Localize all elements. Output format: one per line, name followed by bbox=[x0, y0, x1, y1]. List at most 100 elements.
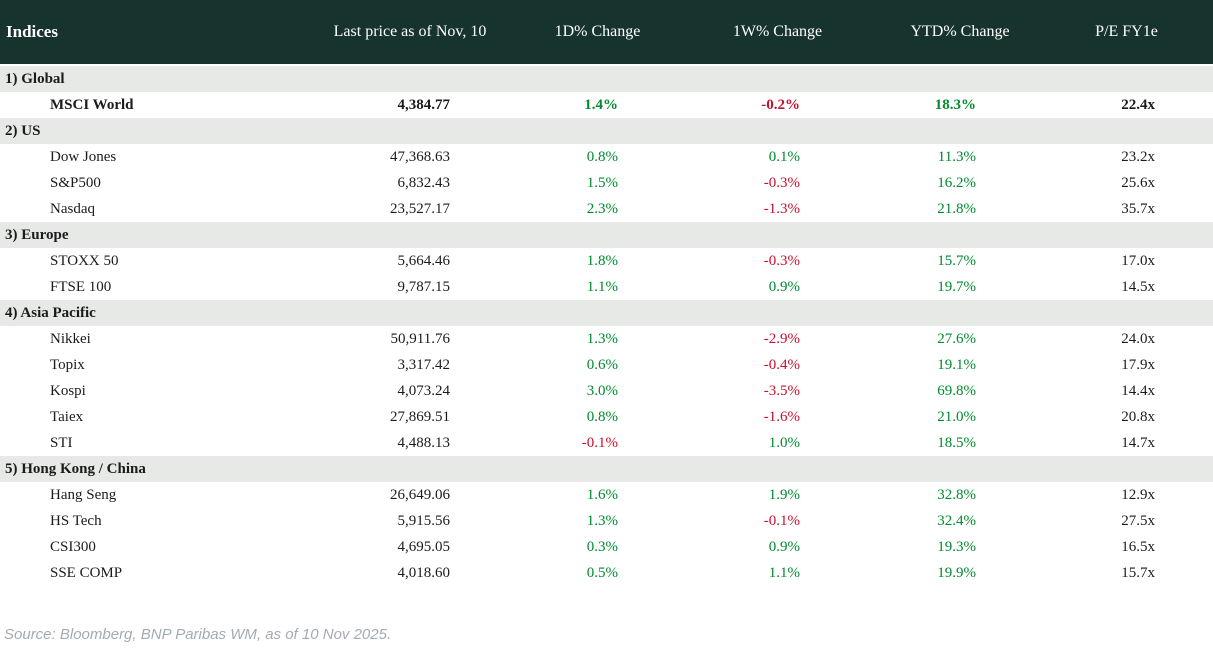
last-price: 50,911.76 bbox=[390, 331, 450, 347]
1w-change: -0.2% bbox=[761, 97, 800, 113]
table-header: Indices Last price as of Nov, 10 1D% Cha… bbox=[0, 0, 1213, 64]
pe-ratio: 27.5x bbox=[1121, 513, 1155, 529]
1w-change: -0.1% bbox=[763, 513, 800, 529]
last-price: 4,695.05 bbox=[397, 539, 451, 555]
index-name: STOXX 50 bbox=[50, 253, 119, 269]
last-price: 5,915.56 bbox=[397, 513, 451, 529]
1w-change: 0.9% bbox=[768, 279, 800, 295]
table-row: Nikkei 50,911.76 1.3% -2.9% 27.6% 24.0x bbox=[0, 326, 1213, 352]
last-price: 23,527.17 bbox=[390, 201, 450, 217]
table-row: Topix 3,317.42 0.6% -0.4% 19.1% 17.9x bbox=[0, 352, 1213, 378]
pe-ratio: 14.5x bbox=[1121, 279, 1155, 295]
last-price: 6,832.43 bbox=[397, 175, 451, 191]
1d-change: 1.1% bbox=[586, 279, 618, 295]
pe-ratio: 17.0x bbox=[1121, 253, 1155, 269]
ytd-change: 19.9% bbox=[937, 565, 976, 581]
table-row: SSE COMP 4,018.60 0.5% 1.1% 19.9% 15.7x bbox=[0, 560, 1213, 586]
1w-change: 0.9% bbox=[768, 539, 800, 555]
index-name: CSI300 bbox=[50, 539, 96, 555]
pe-ratio: 15.7x bbox=[1121, 565, 1155, 581]
1d-change: 1.4% bbox=[584, 97, 618, 113]
1w-change: -0.4% bbox=[763, 357, 800, 373]
index-name: Taiex bbox=[50, 409, 84, 425]
1d-change: 1.3% bbox=[586, 513, 618, 529]
last-price: 4,073.24 bbox=[397, 383, 451, 399]
source-note: Source: Bloomberg, BNP Paribas WM, as of… bbox=[4, 626, 392, 643]
1d-change: -0.1% bbox=[581, 435, 618, 451]
table-row: STOXX 50 5,664.46 1.8% -0.3% 15.7% 17.0x bbox=[0, 248, 1213, 274]
ytd-change: 69.8% bbox=[937, 383, 976, 399]
pe-ratio: 14.4x bbox=[1121, 383, 1155, 399]
table-row: FTSE 100 9,787.15 1.1% 0.9% 19.7% 14.5x bbox=[0, 274, 1213, 300]
1w-change: -1.6% bbox=[763, 409, 800, 425]
last-price: 9,787.15 bbox=[397, 279, 451, 295]
index-name: HS Tech bbox=[50, 513, 102, 529]
1d-change: 1.3% bbox=[586, 331, 618, 347]
section-row: 5) Hong Kong / China bbox=[0, 456, 1213, 482]
last-price: 4,488.13 bbox=[397, 435, 451, 451]
1d-change: 0.3% bbox=[586, 539, 618, 555]
last-price: 47,368.63 bbox=[390, 149, 450, 165]
table-row: CSI300 4,695.05 0.3% 0.9% 19.3% 16.5x bbox=[0, 534, 1213, 560]
last-price: 4,018.60 bbox=[397, 565, 451, 581]
ytd-change: 27.6% bbox=[937, 331, 976, 347]
1w-change: -0.3% bbox=[763, 253, 800, 269]
index-name: Hang Seng bbox=[50, 487, 117, 503]
section-row: 1) Global bbox=[0, 66, 1213, 92]
1d-change: 0.8% bbox=[586, 149, 618, 165]
header-ytd-change: YTD% Change bbox=[910, 22, 1010, 40]
last-price: 27,869.51 bbox=[390, 409, 450, 425]
table-row: Taiex 27,869.51 0.8% -1.6% 21.0% 20.8x bbox=[0, 404, 1213, 430]
last-price: 5,664.46 bbox=[397, 253, 451, 269]
table-row: HS Tech 5,915.56 1.3% -0.1% 32.4% 27.5x bbox=[0, 508, 1213, 534]
1d-change: 1.6% bbox=[586, 487, 618, 503]
header-pe-fy1e: P/E FY1e bbox=[1095, 22, 1158, 40]
1d-change: 1.8% bbox=[586, 253, 618, 269]
ytd-change: 32.4% bbox=[937, 513, 976, 529]
table-row: Hang Seng 26,649.06 1.6% 1.9% 32.8% 12.9x bbox=[0, 482, 1213, 508]
table-row: Dow Jones 47,368.63 0.8% 0.1% 11.3% 23.2x bbox=[0, 144, 1213, 170]
ytd-change: 16.2% bbox=[937, 175, 976, 191]
header-1d-change: 1D% Change bbox=[554, 22, 641, 40]
1d-change: 2.3% bbox=[586, 201, 618, 217]
last-price: 26,649.06 bbox=[390, 487, 450, 503]
1w-change: 0.1% bbox=[768, 149, 800, 165]
table-row: S&P500 6,832.43 1.5% -0.3% 16.2% 25.6x bbox=[0, 170, 1213, 196]
ytd-change: 15.7% bbox=[937, 253, 976, 269]
index-name: SSE COMP bbox=[50, 565, 123, 581]
table-row: Kospi 4,073.24 3.0% -3.5% 69.8% 14.4x bbox=[0, 378, 1213, 404]
ytd-change: 18.5% bbox=[937, 435, 976, 451]
table-body: 1) Global MSCI World 4,384.77 1.4% -0.2% 18.3… bbox=[0, 66, 1213, 586]
pe-ratio: 16.5x bbox=[1121, 539, 1155, 555]
1w-change: 1.1% bbox=[768, 565, 800, 581]
1w-change: 1.0% bbox=[768, 435, 800, 451]
1d-change: 0.6% bbox=[586, 357, 618, 373]
pe-ratio: 14.7x bbox=[1121, 435, 1155, 451]
pe-ratio: 12.9x bbox=[1121, 487, 1155, 503]
header-1w-change: 1W% Change bbox=[732, 22, 823, 40]
section-row: 3) Europe bbox=[0, 222, 1213, 248]
last-price: 4,384.77 bbox=[397, 97, 451, 113]
index-name: MSCI World bbox=[50, 97, 134, 113]
index-name: Kospi bbox=[50, 383, 86, 399]
1d-change: 3.0% bbox=[586, 383, 618, 399]
table-row: STI 4,488.13 -0.1% 1.0% 18.5% 14.7x bbox=[0, 430, 1213, 456]
1w-change: -2.9% bbox=[763, 331, 800, 347]
ytd-change: 19.1% bbox=[937, 357, 976, 373]
1w-change: 1.9% bbox=[768, 487, 800, 503]
index-name: FTSE 100 bbox=[50, 279, 112, 295]
header-last-price: Last price as of Nov, 10 bbox=[333, 22, 487, 40]
1d-change: 0.5% bbox=[586, 565, 618, 581]
index-name: STI bbox=[50, 435, 73, 451]
pe-ratio: 25.6x bbox=[1121, 175, 1155, 191]
ytd-change: 19.3% bbox=[937, 539, 976, 555]
table-row: MSCI World 4,384.77 1.4% -0.2% 18.3% 22.4x bbox=[0, 92, 1213, 118]
table-row: Nasdaq 23,527.17 2.3% -1.3% 21.8% 35.7x bbox=[0, 196, 1213, 222]
1w-change: -3.5% bbox=[763, 383, 800, 399]
indices-table: Indices Last price as of Nov, 10 1D% Cha… bbox=[0, 0, 1213, 643]
ytd-change: 21.8% bbox=[937, 201, 976, 217]
ytd-change: 18.3% bbox=[934, 97, 976, 113]
index-name: Topix bbox=[50, 357, 85, 373]
header-indices: Indices bbox=[6, 21, 58, 41]
1w-change: -1.3% bbox=[763, 201, 800, 217]
